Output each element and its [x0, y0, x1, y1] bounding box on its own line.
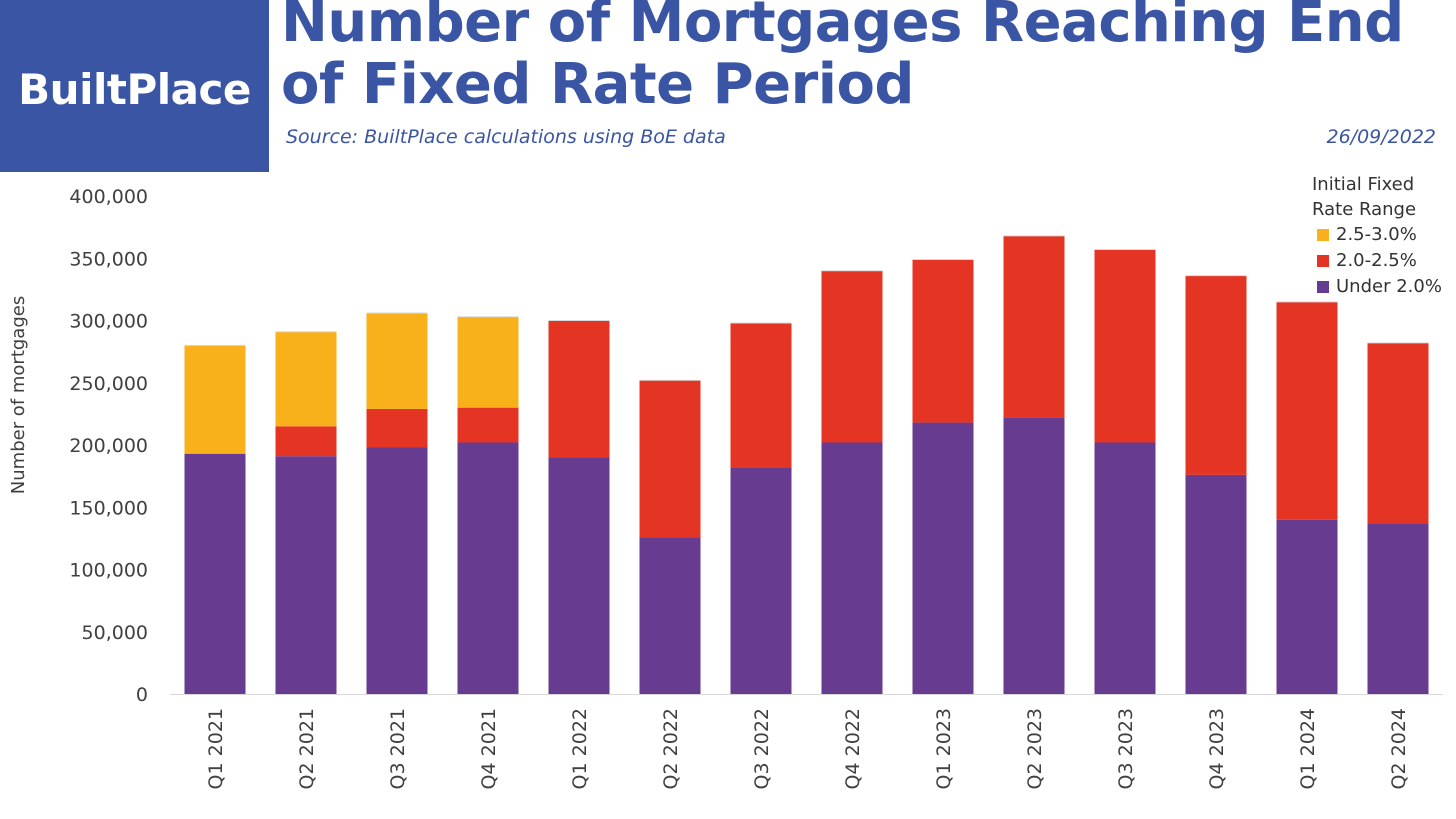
legend-items: 2.5-3.0% 2.0-2.5% Under 2.0% — [1312, 222, 1442, 300]
publish-date: 26/09/2022 — [1326, 126, 1436, 148]
bar-segment — [1276, 519, 1338, 694]
y-tick-label: 400,000 — [69, 186, 148, 208]
chart-title: Number of Mortgages Reaching End of Fixe… — [281, 0, 1404, 117]
bar-segment — [457, 442, 519, 694]
legend-item: 2.5-3.0% — [1312, 222, 1442, 248]
x-tick-label: Q1 2023 — [933, 708, 955, 789]
bar-segment — [548, 320, 610, 458]
bar-segment — [366, 408, 428, 448]
x-tick-label: Q2 2022 — [660, 708, 682, 789]
bar-segment — [184, 453, 246, 694]
x-tick-label: Q3 2021 — [387, 708, 409, 789]
legend-item: 2.0-2.5% — [1312, 248, 1442, 274]
bar-segment — [184, 345, 246, 454]
legend-swatch — [1317, 255, 1329, 267]
x-tick-label: Q2 2024 — [1388, 708, 1410, 789]
x-tick-label: Q3 2023 — [1115, 708, 1137, 789]
bar-segment — [1367, 342, 1429, 524]
x-tick-label: Q1 2021 — [205, 708, 227, 789]
y-axis-title: Number of mortgages — [8, 296, 29, 494]
y-tick-label: 300,000 — [69, 311, 148, 333]
x-tick-label: Q1 2022 — [569, 708, 591, 789]
bar-segment — [366, 447, 428, 694]
bar-segment — [912, 422, 974, 694]
bar-segment — [275, 426, 337, 457]
bar-segment — [1276, 301, 1338, 520]
x-tick-label: Q4 2021 — [478, 708, 500, 789]
x-tick-label: Q2 2023 — [1024, 708, 1046, 789]
bar-segment — [1003, 417, 1065, 694]
bar-segment — [730, 322, 792, 468]
legend-title-line-1: Initial Fixed — [1312, 174, 1415, 195]
y-tick-label: 100,000 — [69, 560, 148, 582]
x-tick-label: Q3 2022 — [751, 708, 773, 789]
x-tick-label: Q4 2022 — [842, 708, 864, 789]
legend-swatch — [1317, 229, 1329, 241]
bar-segment — [639, 380, 701, 538]
y-tick-label: 0 — [136, 684, 148, 706]
bar-segment — [912, 259, 974, 423]
bar-segment — [639, 537, 701, 694]
legend-title-line-2: Rate Range — [1312, 199, 1417, 220]
x-axis-ticks: Q1 2021 Q2 2021 Q3 2021 Q4 2021 Q1 2022 Q2 20… — [205, 708, 1410, 789]
y-axis-ticks: 0 50,000 100,000 150,000 200,000 250,000 300,0… — [69, 186, 148, 706]
y-axis-title-group: Number of mortgages — [8, 296, 29, 494]
y-tick-label: 200,000 — [69, 435, 148, 457]
legend-label: 2.5-3.0% — [1336, 224, 1417, 245]
y-tick-label: 250,000 — [69, 373, 148, 395]
bar-segment — [1185, 474, 1247, 694]
x-tick-label: Q2 2021 — [296, 708, 318, 789]
bar-segment — [730, 467, 792, 694]
bar-segment — [457, 407, 519, 443]
bar-segment — [275, 456, 337, 694]
source-note: Source: BuiltPlace calculations using Bo… — [286, 126, 726, 148]
y-tick-label: 150,000 — [69, 497, 148, 519]
bar-segment — [1094, 442, 1156, 694]
legend-item: Under 2.0% — [1312, 274, 1442, 300]
bars — [184, 235, 1429, 694]
bar-segment — [275, 331, 337, 427]
bar-segment — [548, 457, 610, 694]
bar-segment — [1003, 235, 1065, 418]
y-tick-label: 350,000 — [69, 248, 148, 270]
bar-segment — [1367, 523, 1429, 694]
brand-logo: BuiltPlace — [0, 0, 269, 172]
bar-segment — [366, 313, 428, 409]
bar-segment — [457, 316, 519, 408]
legend-label: Under 2.0% — [1336, 276, 1442, 297]
bar-segment — [821, 270, 883, 443]
legend-label: 2.0-2.5% — [1336, 250, 1417, 271]
x-tick-label: Q4 2023 — [1206, 708, 1228, 789]
bar-segment — [1185, 275, 1247, 475]
brand-logo-text: BuiltPlace — [18, 64, 251, 114]
legend: Initial Fixed Rate Range 2.5-3.0% 2.0-2.5… — [1312, 172, 1442, 300]
bar-segment — [821, 442, 883, 694]
x-tick-label: Q1 2024 — [1297, 708, 1319, 789]
legend-swatch — [1317, 281, 1329, 293]
bar-segment — [1094, 249, 1156, 443]
y-tick-label: 50,000 — [82, 622, 148, 644]
